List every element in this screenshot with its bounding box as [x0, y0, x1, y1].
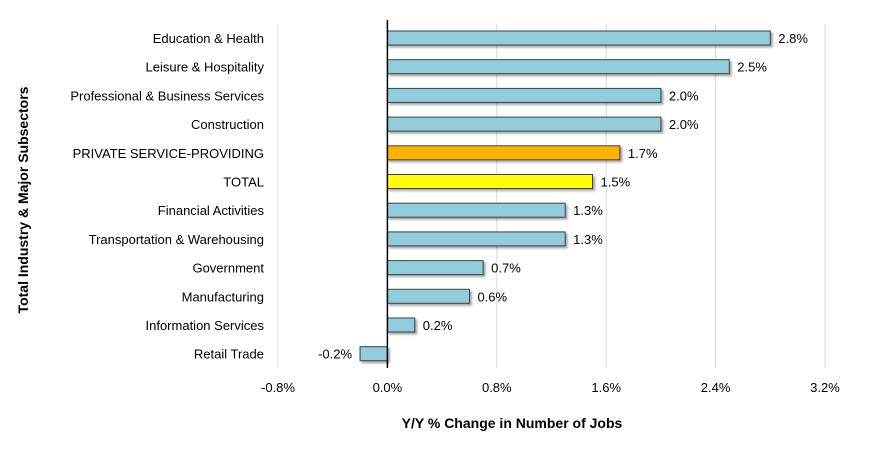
y-axis-title: Total Industry & Major Subsectors [15, 86, 31, 313]
category-label: Information Services [146, 318, 265, 333]
x-tick-label: 2.4% [701, 380, 731, 395]
value-label: 1.5% [601, 175, 631, 190]
bars [359, 30, 771, 362]
category-label: Education & Health [153, 31, 264, 46]
bar [386, 202, 566, 218]
x-tick-label: 3.2% [810, 380, 840, 395]
value-label: 0.2% [423, 318, 453, 333]
category-label: Transportation & Warehousing [89, 232, 264, 247]
bar [386, 231, 566, 247]
value-label: 0.7% [491, 261, 521, 276]
value-label: 1.3% [573, 232, 603, 247]
x-tick-label: 1.6% [591, 380, 621, 395]
category-label: Financial Activities [158, 203, 265, 218]
category-label: PRIVATE SERVICE-PROVIDING [73, 146, 264, 161]
bar [386, 59, 730, 75]
x-axis-title: Y/Y % Change in Number of Jobs [402, 415, 623, 431]
category-label: Leisure & Hospitality [146, 60, 265, 75]
bar [386, 87, 662, 103]
bar [386, 260, 484, 276]
bar [386, 30, 771, 46]
value-label: 2.5% [737, 60, 767, 75]
category-label: Construction [191, 117, 264, 132]
value-label: 0.6% [477, 289, 507, 304]
value-label: 2.0% [669, 88, 699, 103]
bar [386, 288, 470, 304]
bar [386, 317, 416, 333]
category-label: Retail Trade [194, 347, 264, 362]
gridlines [277, 24, 826, 368]
category-label: Manufacturing [182, 289, 264, 304]
value-label: 2.0% [669, 117, 699, 132]
bar [386, 174, 594, 189]
category-label: Government [192, 261, 264, 276]
category-label: Professional & Business Services [70, 88, 264, 103]
value-label: 2.8% [778, 31, 808, 46]
value-label: -0.2% [318, 347, 352, 362]
x-tick-label: 0.8% [482, 380, 512, 395]
value-label: 1.7% [628, 146, 658, 161]
bar [386, 116, 662, 132]
bar [386, 145, 621, 161]
labels: -0.8% 0.0% 0.8% 1.6% 2.4% 3.2% Education & Hea… [70, 20, 840, 395]
bar [359, 346, 388, 362]
category-label: TOTAL [223, 175, 264, 190]
value-label: 1.3% [573, 203, 603, 218]
x-tick-label: 0.0% [373, 380, 403, 395]
x-tick-label: -0.8% [261, 380, 295, 395]
